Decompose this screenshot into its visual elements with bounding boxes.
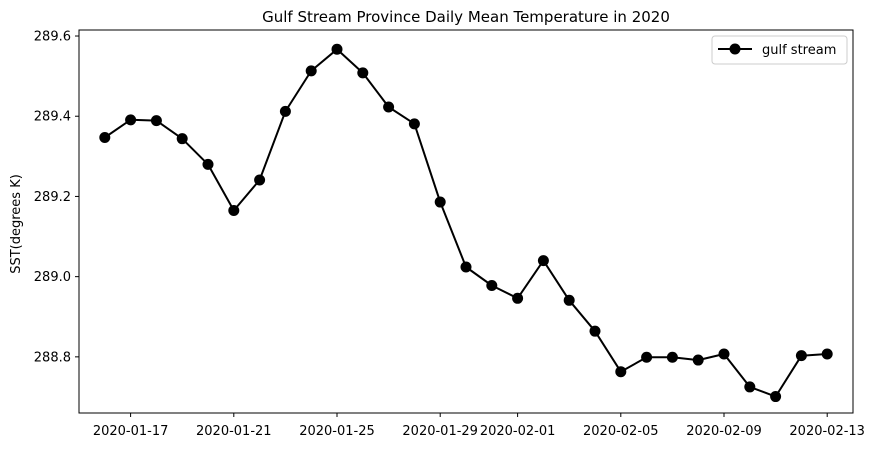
plot-frame (78, 29, 854, 414)
x-tick-label: 2020-02-13 (789, 424, 865, 439)
data-point (512, 292, 524, 304)
data-point (383, 101, 395, 113)
data-point (615, 366, 627, 378)
x-axis: 2020-01-17 2020-01-21 2020-01-25 2020-01-29… (93, 413, 865, 439)
data-point (666, 351, 678, 363)
x-tick-label: 2020-02-01 (480, 424, 556, 439)
data-point (254, 174, 266, 186)
data-point (821, 348, 833, 360)
data-point (331, 43, 343, 55)
data-point (434, 196, 446, 208)
data-point (305, 65, 317, 77)
data-point (770, 391, 782, 403)
data-point (641, 351, 653, 363)
series-layer (99, 43, 833, 403)
data-point (692, 354, 704, 366)
data-point (357, 67, 369, 79)
y-axis: 288.8 289.0 289.2 289.4 289.6 (34, 30, 79, 365)
chart-title: Gulf Stream Province Daily Mean Temperat… (262, 8, 670, 26)
data-point (125, 114, 137, 126)
data-point (228, 204, 240, 216)
y-tick-label: 289.4 (34, 110, 71, 125)
y-tick-label: 288.8 (34, 350, 71, 365)
data-point (408, 118, 420, 130)
y-tick-label: 289.2 (34, 190, 71, 205)
legend-marker (729, 43, 741, 55)
data-point (744, 381, 756, 393)
data-point (279, 105, 291, 117)
y-axis-label: SST(degrees K) (9, 174, 24, 274)
x-tick-label: 2020-01-17 (93, 424, 169, 439)
legend-box (711, 35, 848, 65)
legend: gulf stream (711, 35, 848, 65)
x-tick-label: 2020-02-05 (583, 424, 659, 439)
x-tick-label: 2020-01-29 (402, 424, 478, 439)
data-point (795, 350, 807, 362)
x-tick-label: 2020-01-25 (299, 424, 375, 439)
data-point (486, 279, 498, 291)
data-point (460, 261, 472, 273)
data-point (718, 348, 730, 360)
data-point (589, 325, 601, 337)
data-point (202, 158, 214, 170)
data-point (99, 131, 111, 143)
data-point (176, 133, 188, 145)
data-point (150, 115, 162, 127)
legend-label: gulf stream (762, 43, 836, 58)
series-line (104, 48, 828, 398)
y-tick-label: 289.6 (34, 30, 71, 45)
y-tick-label: 289.0 (34, 270, 71, 285)
x-tick-label: 2020-02-09 (686, 424, 762, 439)
x-tick-label: 2020-01-21 (196, 424, 272, 439)
data-point (563, 294, 575, 306)
data-point (537, 255, 549, 267)
